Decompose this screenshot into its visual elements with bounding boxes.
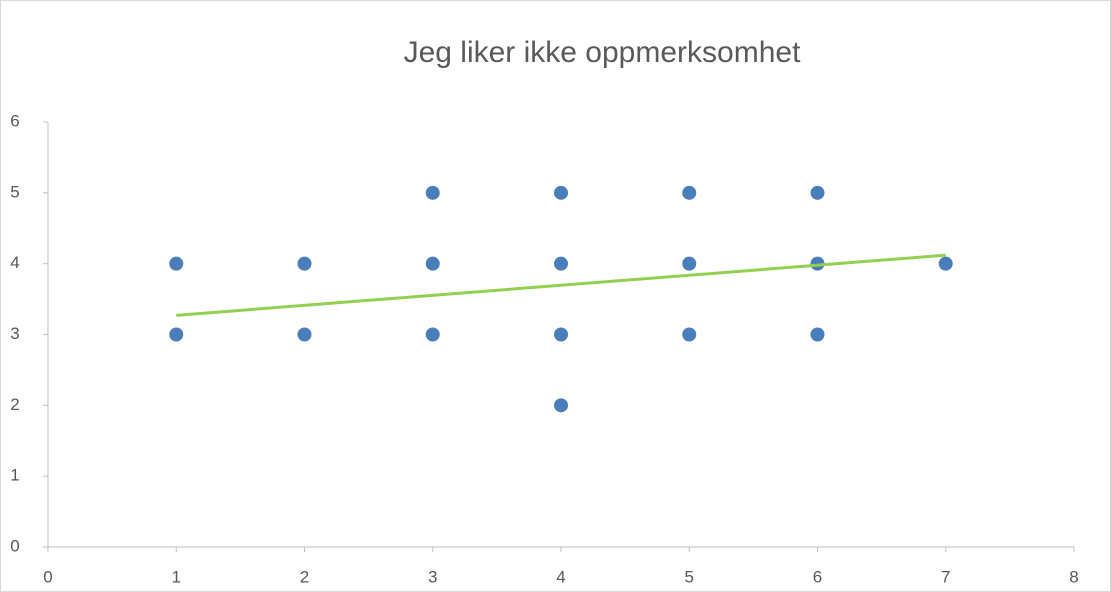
x-tick-label: 0	[43, 567, 52, 586]
x-tick-label: 6	[813, 567, 822, 586]
chart-title: Jeg liker ikke oppmerksomhet	[404, 36, 801, 69]
y-tick-label: 2	[10, 395, 19, 414]
point	[169, 256, 184, 271]
trendline	[176, 253, 946, 317]
point	[554, 398, 568, 413]
point	[938, 256, 953, 271]
point	[554, 327, 568, 342]
y-tick-label: 4	[10, 253, 19, 272]
x-tick-label: 7	[941, 567, 950, 586]
point	[682, 256, 697, 271]
point	[810, 185, 825, 200]
point	[425, 185, 440, 200]
x-tick-label: 2	[300, 567, 309, 586]
point	[554, 256, 568, 271]
point	[554, 185, 568, 200]
point	[425, 327, 440, 342]
x-tick-label: 8	[1069, 567, 1078, 586]
point	[297, 327, 312, 342]
y-tick-label: 5	[10, 182, 19, 201]
point	[682, 185, 697, 200]
point	[297, 256, 312, 271]
y-tick-label: 6	[10, 111, 19, 130]
x-tick-label: 1	[172, 567, 181, 586]
point	[425, 256, 440, 271]
y-tick-label: 1	[10, 466, 19, 485]
x-tick-label: 5	[685, 567, 694, 586]
point	[810, 256, 825, 271]
x-tick-label: 4	[556, 567, 565, 586]
y-tick-label: 3	[10, 324, 19, 343]
point	[810, 327, 825, 342]
x-tick-label: 3	[428, 567, 437, 586]
point	[682, 327, 697, 342]
y-tick-label: 0	[10, 536, 19, 555]
point	[169, 327, 184, 342]
